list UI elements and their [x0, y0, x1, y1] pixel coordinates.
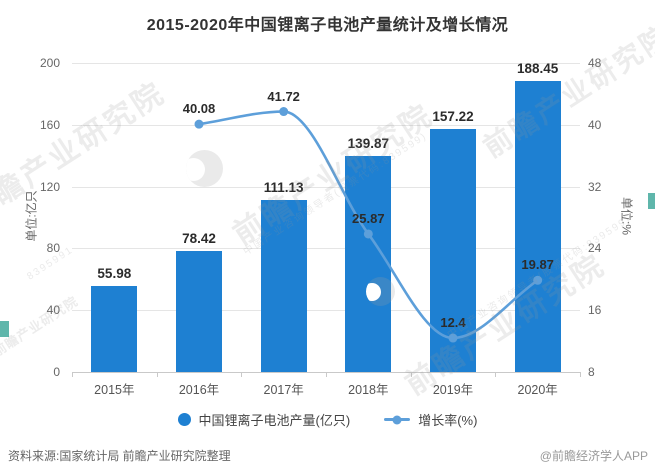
right-axis-tick-label: 8 — [588, 365, 595, 379]
x-axis-tick — [580, 372, 581, 377]
bar-2016[interactable] — [176, 250, 222, 372]
credit-text: @前瞻经济学人APP — [539, 449, 648, 463]
line-series-marker-icon — [384, 415, 411, 424]
bar-2020[interactable] — [514, 80, 561, 372]
right-axis-tick-label: 40 — [588, 117, 602, 132]
chart-title: 2015-2020年中国锂离子电池产量统计及增长情况 — [146, 17, 509, 34]
left-axis-tick-label: 0 — [53, 365, 60, 379]
legend-item-growth[interactable]: 增长率(%) — [384, 410, 477, 429]
legend-item-production[interactable]: 中国锂离子电池产量(亿只) — [177, 410, 351, 429]
x-axis-label-2019[interactable]: 2019年 — [432, 383, 474, 397]
x-axis-tick — [156, 372, 158, 377]
line-value-label: 12.4 — [440, 315, 466, 330]
x-axis-label-2020[interactable]: 2020年 — [517, 383, 558, 397]
gridline — [72, 248, 580, 250]
bar-2017[interactable] — [260, 200, 307, 372]
legend-label-production: 中国锂离子电池产量(亿只) — [198, 413, 351, 428]
line-value-label: 19.87 — [521, 257, 554, 273]
x-axis-label-2018[interactable]: 2018年 — [348, 383, 389, 397]
right-axis-tick-label: 32 — [588, 179, 602, 194]
line-value-label: 40.08 — [182, 101, 216, 117]
x-axis-tick — [241, 372, 243, 377]
left-axis-tick-label: 200 — [39, 56, 60, 70]
line-value-label: 41.72 — [267, 88, 300, 104]
gridline — [72, 63, 580, 64]
x-axis-tick — [72, 372, 73, 377]
x-axis-tick — [495, 372, 497, 377]
x-axis-tick — [326, 372, 327, 377]
gridline — [72, 310, 580, 312]
line-value-label: 25.87 — [352, 210, 385, 226]
right-axis-tick-label: 16 — [588, 303, 602, 318]
left-axis-tick-label: 80 — [46, 241, 60, 256]
bar-value-label: 78.42 — [182, 230, 216, 246]
left-axis-tick-label: 160 — [39, 117, 60, 132]
left-axis-tick-label: 40 — [46, 303, 60, 318]
x-axis-label-2015[interactable]: 2015年 — [94, 383, 135, 397]
x-axis-label-2017[interactable]: 2017年 — [263, 383, 304, 397]
bar-value-label: 139.87 — [347, 135, 389, 151]
bar-series-marker-icon — [177, 413, 191, 426]
bar-value-label: 157.22 — [432, 109, 474, 125]
x-axis-label-2016[interactable]: 2016年 — [178, 383, 220, 397]
right-axis-tick-label: 48 — [588, 56, 602, 70]
source-text: 资料来源:国家统计局 前瞻产业研究院整理 — [8, 449, 231, 463]
bar-value-label: 188.45 — [517, 60, 559, 76]
bar-2019[interactable] — [430, 129, 476, 372]
left-axis-tick-label: 120 — [39, 179, 60, 194]
bar-2015[interactable] — [91, 285, 138, 372]
bar-value-label: 55.98 — [97, 265, 132, 281]
footer: 资料来源:国家统计局 前瞻产业研究院整理 @前瞻经济学人APP — [8, 447, 648, 464]
bar-2018[interactable] — [345, 155, 392, 372]
legend-label-growth: 增长率(%) — [418, 413, 478, 428]
x-axis-tick — [410, 372, 412, 377]
bar-value-label: 111.13 — [263, 180, 304, 196]
right-axis-tick-label: 24 — [588, 241, 602, 256]
line-point-2017[interactable] — [279, 107, 289, 117]
legend: 中国锂离子电池产量(亿只) 增长率(%) — [0, 410, 655, 429]
gridline — [72, 124, 580, 126]
